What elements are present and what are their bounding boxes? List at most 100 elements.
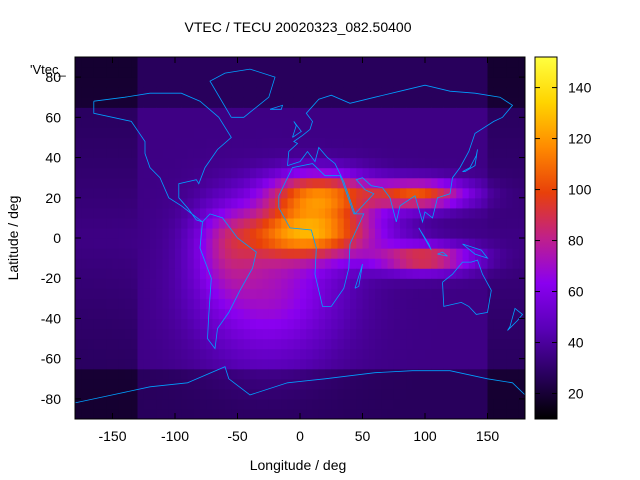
heatmap-cell [518, 127, 525, 139]
heatmap-cell [237, 207, 245, 219]
heatmap-cell [175, 217, 182, 229]
heatmap-cell [450, 207, 457, 219]
heatmap-cell [481, 238, 489, 249]
heatmap-cell [418, 328, 426, 340]
heatmap-cell [368, 97, 376, 108]
heatmap-cell [243, 167, 251, 179]
heatmap-cell [175, 127, 182, 139]
heatmap-cell [468, 398, 476, 410]
heatmap-cell [468, 248, 476, 259]
heatmap-cell [437, 258, 445, 269]
heatmap-cell [318, 408, 326, 419]
heatmap-cell [506, 207, 514, 219]
heatmap-cell [131, 57, 139, 68]
heatmap-cell [381, 67, 389, 78]
heatmap-cell [443, 258, 451, 269]
heatmap-cell [137, 57, 145, 68]
y-axis-label: Latitude / deg [5, 196, 21, 281]
heatmap-cell [162, 378, 170, 390]
heatmap-cell [243, 288, 251, 299]
heatmap-cell [87, 398, 95, 410]
colorbar-tick-label: 60 [568, 284, 584, 300]
heatmap-cell [318, 157, 326, 169]
heatmap-cell [518, 197, 525, 209]
heatmap-cell [368, 137, 376, 149]
heatmap-cell [131, 217, 139, 229]
heatmap-cell [431, 177, 439, 189]
heatmap-cell [225, 187, 232, 199]
heatmap-cell [325, 318, 332, 330]
heatmap-cell [150, 57, 157, 68]
heatmap-cell [400, 107, 407, 118]
heatmap-cell [225, 207, 232, 219]
heatmap-cell [75, 77, 82, 88]
heatmap-cell [500, 117, 507, 128]
heatmap-cell [431, 288, 439, 299]
heatmap-cell [106, 117, 114, 128]
heatmap-cell [175, 268, 182, 279]
heatmap-cell [212, 87, 220, 98]
heatmap-cell [500, 288, 507, 299]
heatmap-cell [218, 197, 226, 209]
heatmap-cell [175, 338, 182, 350]
heatmap-cell [393, 278, 401, 289]
heatmap-cell [250, 398, 257, 410]
heatmap-cell [106, 67, 114, 78]
heatmap-cell [168, 248, 176, 259]
heatmap-cell [268, 107, 276, 118]
heatmap-cell [181, 378, 189, 390]
heatmap-cell [300, 398, 307, 410]
heatmap-cell [181, 238, 189, 249]
heatmap-cell [118, 97, 126, 108]
heatmap-cell [425, 328, 432, 340]
heatmap-cell [93, 147, 101, 159]
heatmap-cell [518, 288, 525, 299]
heatmap-cell [312, 147, 320, 159]
heatmap-cell [400, 217, 407, 229]
heatmap-cell [418, 238, 426, 249]
heatmap-cell [106, 368, 114, 380]
legend-key-label: 'Vtec_ [30, 62, 66, 77]
heatmap-cell [187, 278, 195, 289]
heatmap-cell [250, 127, 257, 139]
heatmap-cell [87, 288, 95, 299]
heatmap-cell [343, 147, 351, 159]
heatmap-cell [331, 368, 339, 380]
y-tick-label: 80 [45, 69, 61, 85]
heatmap-cell [412, 408, 420, 419]
heatmap-cell [481, 338, 489, 350]
heatmap-cell [312, 378, 320, 390]
heatmap-cell [206, 147, 214, 159]
heatmap-cell [337, 308, 345, 320]
heatmap-cell [331, 408, 339, 419]
heatmap-cell [243, 57, 251, 68]
heatmap-cell [118, 217, 126, 229]
heatmap-cell [75, 57, 82, 68]
heatmap-cell [150, 77, 157, 88]
heatmap-cell [75, 268, 82, 279]
heatmap-cell [106, 217, 114, 229]
heatmap-cell [112, 318, 120, 330]
heatmap-cell [450, 57, 457, 68]
heatmap-cell [193, 248, 201, 259]
heatmap-cell [156, 207, 164, 219]
heatmap-cell [93, 278, 101, 289]
heatmap-cell [306, 258, 314, 269]
heatmap-cell [318, 378, 326, 390]
heatmap-cell [125, 348, 132, 360]
heatmap-cell [175, 278, 182, 289]
heatmap-cell [293, 398, 301, 410]
heatmap-cell [93, 368, 101, 380]
heatmap-cell [231, 167, 239, 179]
heatmap-cell [368, 238, 376, 249]
heatmap-cell [143, 97, 151, 108]
heatmap-cell [331, 107, 339, 118]
heatmap-cell [412, 378, 420, 390]
heatmap-cell [200, 57, 207, 68]
colorbar-tick-label: 120 [568, 131, 592, 147]
heatmap-cell [518, 187, 525, 199]
heatmap-cell [443, 238, 451, 249]
heatmap-cell [481, 147, 489, 159]
heatmap-cell [237, 288, 245, 299]
heatmap-cell [331, 278, 339, 289]
